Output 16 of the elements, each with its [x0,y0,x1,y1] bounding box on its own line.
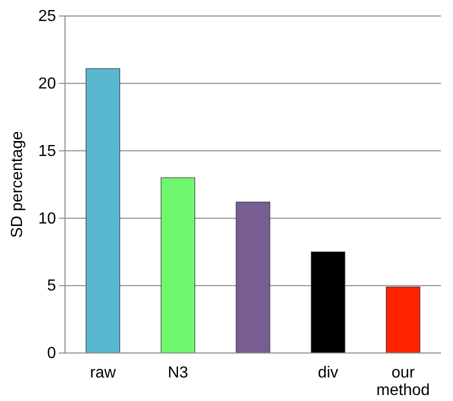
bar [160,177,196,354]
y-tick-label: 20 [38,76,56,93]
x-tick-label: raw [90,364,116,382]
bar [310,252,346,354]
x-tick-label: div [318,364,338,382]
y-tick-label: 25 [38,8,56,26]
y-tick-label: 5 [47,278,56,295]
x-tick-label: our method [376,364,430,399]
x-tick-label: N3 [168,364,188,382]
bar [386,286,420,354]
y-tick-label: 15 [38,142,56,160]
y-axis-title: SD percentage [9,131,26,238]
bar [236,202,270,354]
bar [86,68,120,354]
y-tick-label: 10 [38,210,56,228]
y-tick-label: 0 [47,345,56,362]
